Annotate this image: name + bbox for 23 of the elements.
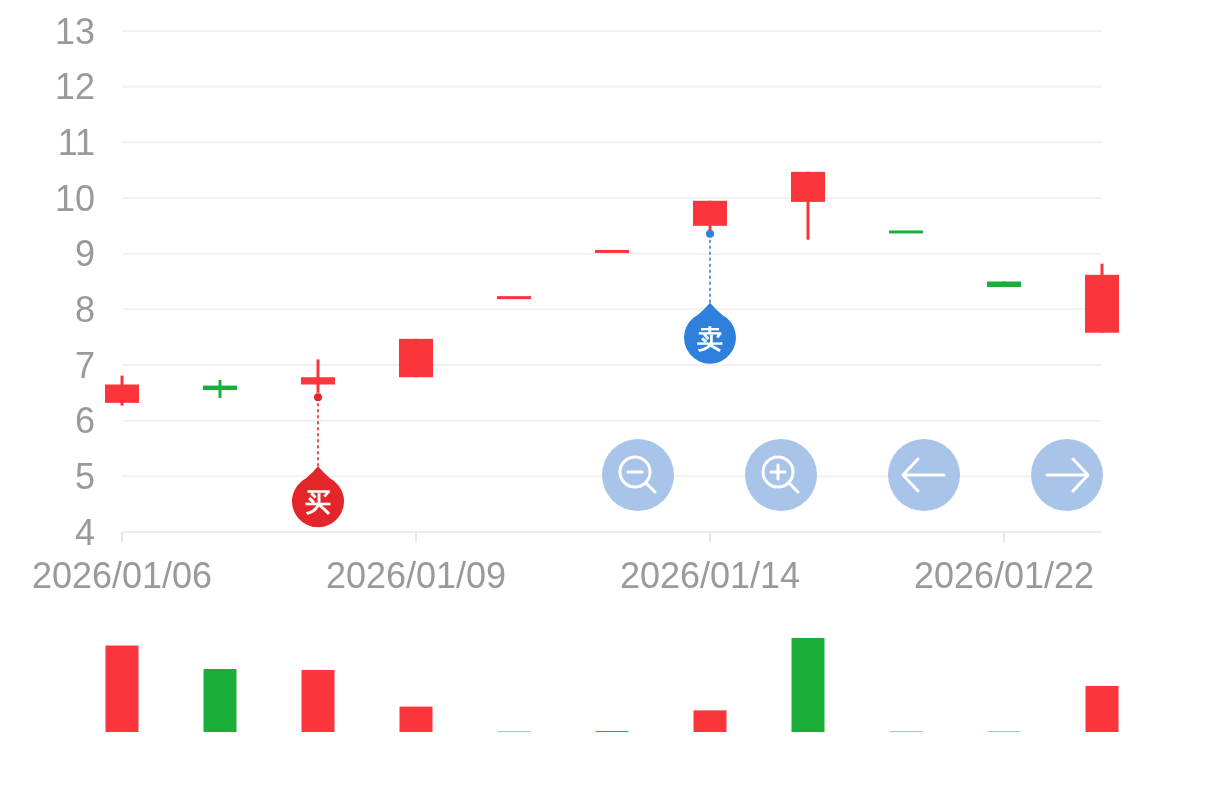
bar <box>105 645 139 732</box>
data-label: 买 <box>305 487 331 518</box>
bar <box>399 706 433 732</box>
bar <box>1085 685 1119 732</box>
y-tick-label: 13 <box>54 10 95 52</box>
bar <box>791 638 825 732</box>
data-label: 卖 <box>697 323 723 354</box>
bar <box>301 669 335 732</box>
y-tick-label: 7 <box>74 344 95 386</box>
y-tick-label: 8 <box>74 288 95 330</box>
y-tick-label: 6 <box>74 400 95 442</box>
bar <box>203 669 237 732</box>
bar <box>693 710 727 732</box>
y-tick-label: 10 <box>54 177 95 219</box>
x-tick-label: 2026/01/06 <box>31 555 213 596</box>
x-tick-label: 2026/01/14 <box>619 555 801 596</box>
y-tick-label: 9 <box>74 233 95 275</box>
x-tick-label: 2026/01/22 <box>913 555 1095 596</box>
y-tick-label: 11 <box>57 121 95 163</box>
y-tick-label: 4 <box>74 511 95 553</box>
y-tick-label: 5 <box>74 455 95 497</box>
y-tick-label: 12 <box>54 66 95 108</box>
x-tick-label: 2026/01/09 <box>325 555 507 596</box>
